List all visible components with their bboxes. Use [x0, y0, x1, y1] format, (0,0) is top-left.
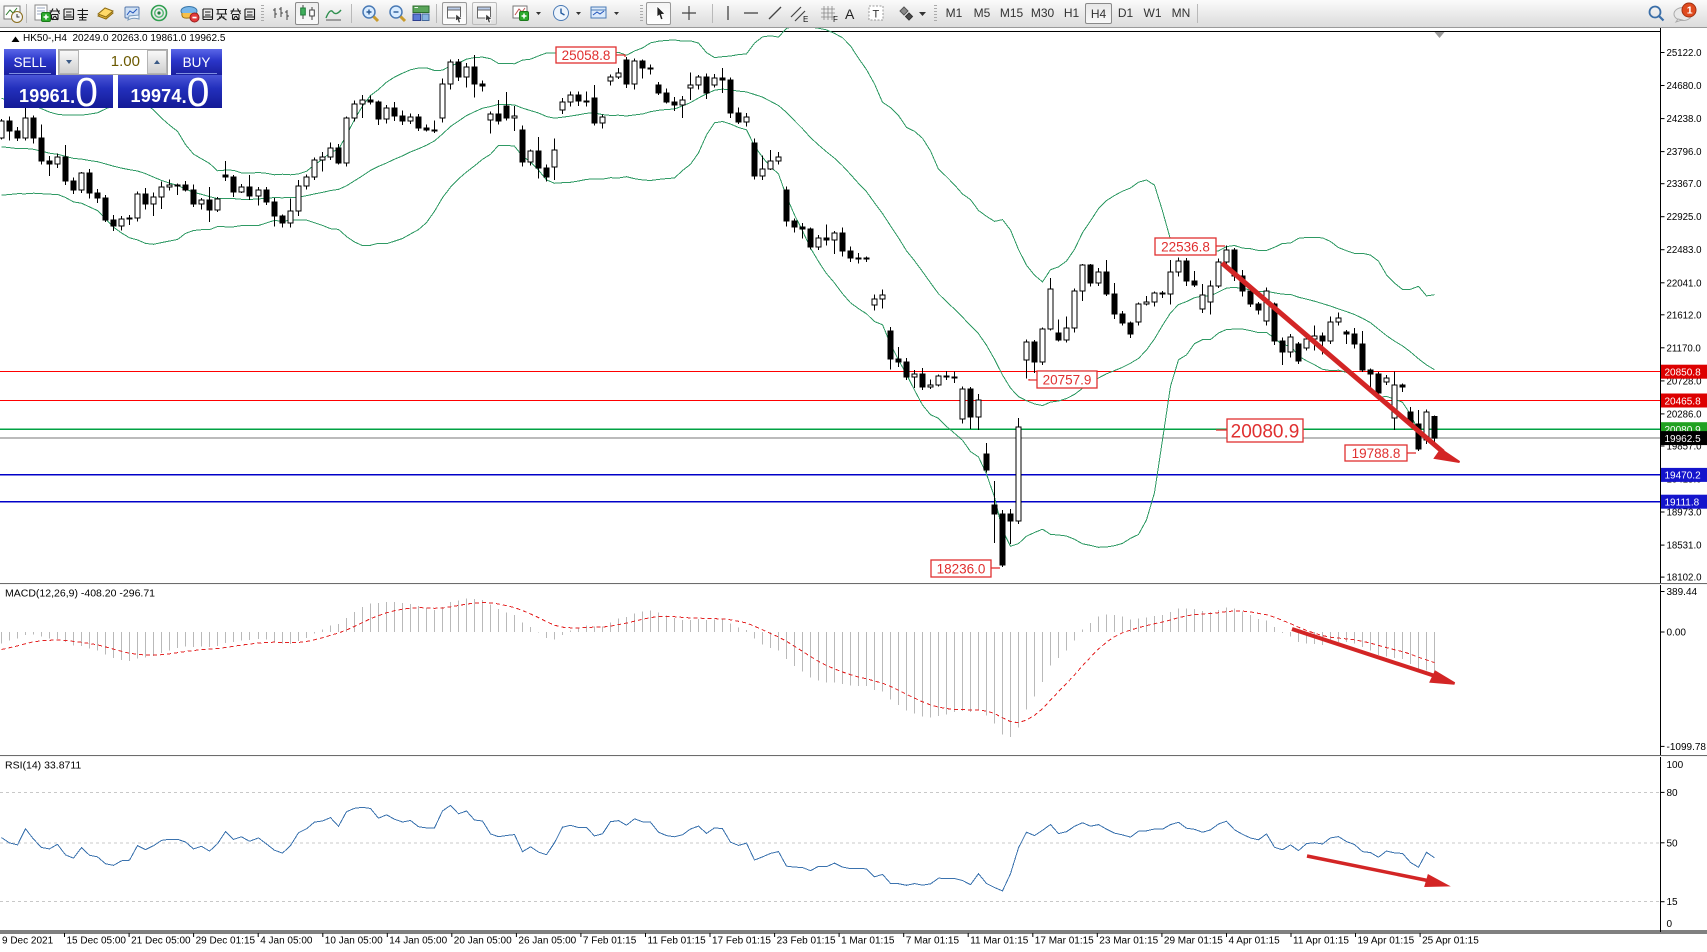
svg-text:22536.8: 22536.8 — [1161, 239, 1210, 254]
svg-text:E: E — [803, 15, 808, 24]
svg-text:21 Dec 05:00: 21 Dec 05:00 — [131, 936, 191, 947]
svg-text:100: 100 — [1667, 760, 1684, 771]
svg-text:22041.0: 22041.0 — [1667, 278, 1703, 289]
svg-text:11 Mar 01:15: 11 Mar 01:15 — [970, 936, 1029, 947]
svg-text:25 Apr 01:15: 25 Apr 01:15 — [1422, 936, 1479, 947]
svg-text:29 Dec 01:15: 29 Dec 01:15 — [196, 936, 256, 947]
svg-text:-1099.78: -1099.78 — [1667, 742, 1707, 753]
svg-text:19470.2: 19470.2 — [1665, 471, 1702, 482]
svg-text:20728.0: 20728.0 — [1667, 376, 1703, 387]
svg-text:23 Mar 01:15: 23 Mar 01:15 — [1099, 936, 1158, 947]
svg-text:19788.8: 19788.8 — [1352, 446, 1401, 461]
svg-text:20465.8: 20465.8 — [1665, 396, 1702, 407]
svg-text:20757.9: 20757.9 — [1043, 372, 1092, 387]
svg-text:MACD(12,26,9) -408.20 -296.71: MACD(12,26,9) -408.20 -296.71 — [5, 588, 155, 600]
svg-text:21170.0: 21170.0 — [1667, 343, 1702, 354]
svg-text:18102.0: 18102.0 — [1667, 573, 1703, 584]
svg-text:10 Jan 05:00: 10 Jan 05:00 — [325, 936, 383, 947]
svg-text:389.44: 389.44 — [1667, 587, 1698, 598]
svg-text:24238.0: 24238.0 — [1667, 114, 1703, 125]
svg-text:23796.0: 23796.0 — [1667, 147, 1703, 158]
svg-text:22925.0: 22925.0 — [1667, 212, 1703, 223]
svg-text:11 Apr 01:15: 11 Apr 01:15 — [1293, 936, 1349, 947]
svg-text:7 Feb 01:15: 7 Feb 01:15 — [583, 936, 637, 947]
svg-text:19857.0: 19857.0 — [1667, 442, 1703, 453]
svg-text:17 Mar 01:15: 17 Mar 01:15 — [1035, 936, 1094, 947]
svg-text:20286.0: 20286.0 — [1667, 409, 1703, 420]
svg-text:80: 80 — [1667, 788, 1679, 799]
svg-text:17 Feb 01:15: 17 Feb 01:15 — [712, 936, 771, 947]
svg-text:0.00: 0.00 — [1667, 628, 1687, 639]
svg-text:18973.0: 18973.0 — [1667, 508, 1703, 519]
svg-text:0: 0 — [1667, 919, 1673, 930]
svg-text:18531.0: 18531.0 — [1667, 541, 1703, 552]
svg-text:11 Feb 01:15: 11 Feb 01:15 — [648, 936, 707, 947]
svg-text:14 Jan 05:00: 14 Jan 05:00 — [389, 936, 447, 947]
svg-text:21612.0: 21612.0 — [1667, 310, 1703, 321]
svg-text:T: T — [873, 9, 880, 21]
svg-text:29 Mar 01:15: 29 Mar 01:15 — [1164, 936, 1223, 947]
svg-text:20 Jan 05:00: 20 Jan 05:00 — [454, 936, 512, 947]
svg-text:20850.8: 20850.8 — [1665, 368, 1702, 379]
svg-text:15: 15 — [1667, 897, 1679, 908]
svg-text:26 Jan 05:00: 26 Jan 05:00 — [518, 936, 576, 947]
svg-text:18236.0: 18236.0 — [937, 561, 986, 576]
svg-text:20080.9: 20080.9 — [1665, 425, 1702, 436]
svg-text:1 Mar 01:15: 1 Mar 01:15 — [841, 936, 895, 947]
svg-text:4 Apr 01:15: 4 Apr 01:15 — [1229, 936, 1281, 947]
svg-text:19962.5: 19962.5 — [1665, 434, 1702, 445]
svg-text:19111.8: 19111.8 — [1665, 498, 1700, 509]
svg-text:19 Apr 01:15: 19 Apr 01:15 — [1358, 936, 1415, 947]
svg-text:9 Dec 2021: 9 Dec 2021 — [2, 936, 54, 947]
svg-text:F: F — [833, 15, 838, 24]
svg-text:4 Jan 05:00: 4 Jan 05:00 — [260, 936, 313, 947]
svg-text:RSI(14) 33.8711: RSI(14) 33.8711 — [5, 760, 81, 772]
svg-text:1: 1 — [1687, 5, 1693, 17]
svg-text:15 Dec 05:00: 15 Dec 05:00 — [67, 936, 127, 947]
svg-text:22483.0: 22483.0 — [1667, 245, 1703, 256]
svg-text:7 Mar 01:15: 7 Mar 01:15 — [906, 936, 960, 947]
svg-text:23 Feb 01:15: 23 Feb 01:15 — [777, 936, 836, 947]
svg-text:20080.9: 20080.9 — [1231, 421, 1300, 442]
svg-text:25122.0: 25122.0 — [1667, 48, 1703, 59]
svg-text:50: 50 — [1667, 838, 1679, 849]
svg-text:23367.0: 23367.0 — [1667, 179, 1703, 190]
svg-text:24680.0: 24680.0 — [1667, 81, 1703, 92]
svg-text:25058.8: 25058.8 — [562, 48, 611, 63]
